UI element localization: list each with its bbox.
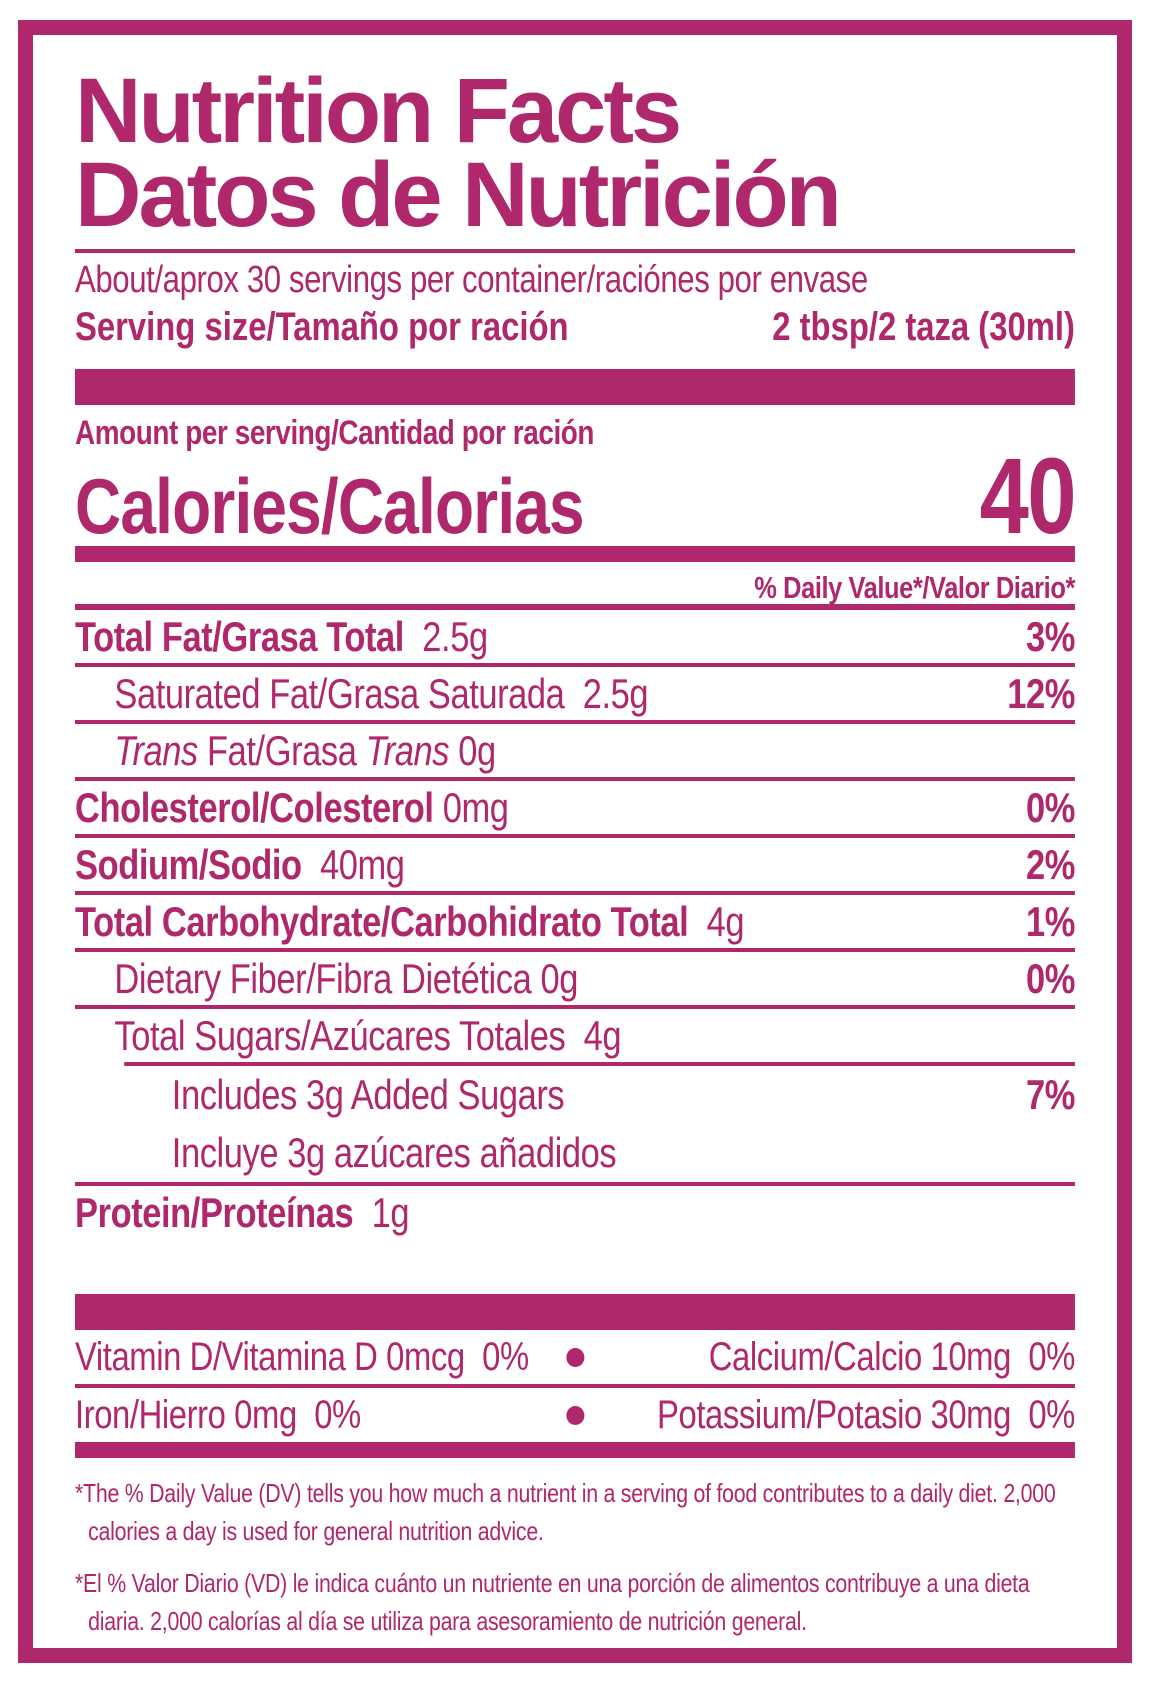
serving-size-value: 2 tbsp/2 taza (30ml) bbox=[772, 305, 1075, 349]
nutrient-row: Total Carbohydrate/Carbohidrato Total 4g… bbox=[75, 895, 1075, 948]
micronutrient-left: Iron/Hierro 0mg 0% bbox=[75, 1393, 361, 1437]
nutrient-name: Cholesterol/Colesterol 0mg bbox=[75, 781, 509, 834]
nutrient-name: Protein/Proteínas 1g bbox=[75, 1186, 410, 1239]
footnote-spanish: *El % Valor Diario (VD) le indica cuánto… bbox=[75, 1568, 1030, 1636]
row-divider bbox=[75, 604, 1075, 610]
calories-value: 40 bbox=[979, 435, 1077, 556]
daily-value-percent: 0% bbox=[1025, 955, 1075, 1002]
separator-bar-thick bbox=[75, 369, 1075, 405]
nutrient-row: Includes 3g Added Sugars Incluye 3g azúca… bbox=[75, 1066, 1076, 1182]
micronutrient-left: Vitamin D/Vitamina D 0mcg 0% bbox=[75, 1335, 529, 1379]
nutrient-text-segment: Trans bbox=[365, 727, 450, 774]
separator-bar-medium bbox=[75, 1442, 1075, 1458]
daily-value-percent: 3% bbox=[1025, 613, 1075, 660]
bullet-icon bbox=[546, 1347, 603, 1367]
nutrient-text-segment: 0mg bbox=[433, 784, 509, 831]
nutrient-text-segment: 1g bbox=[353, 1189, 410, 1236]
nutrient-text-segment: Fat/Grasa bbox=[197, 727, 366, 774]
micronutrient-row: Vitamin D/Vitamina D 0mcg 0% Calcium/Calc… bbox=[75, 1330, 1075, 1384]
bullet-dot bbox=[565, 1405, 584, 1425]
nutrient-row: Dietary Fiber/Fibra Dietética 0g 0% bbox=[75, 952, 1075, 1005]
title-english: Nutrition Facts bbox=[75, 60, 682, 162]
nutrient-name: Trans Fat/Grasa Trans 0g bbox=[75, 724, 496, 777]
row-divider bbox=[75, 948, 1075, 952]
nutrient-text-segment: 2.5g bbox=[403, 613, 488, 660]
micronutrient-right: Potassium/Potasio 30mg 0% bbox=[657, 1393, 1075, 1437]
row-divider bbox=[75, 777, 1075, 781]
servings-per-container: About/aprox 30 servings per container/ra… bbox=[75, 259, 868, 301]
title-spanish: Datos de Nutrición bbox=[75, 144, 842, 246]
nutrient-text-segment: Cholesterol/Colesterol bbox=[75, 784, 434, 831]
amount-per-serving-heading: Amount per serving/Cantidad por ración bbox=[75, 414, 595, 452]
label-body: About/aprox 30 servings per container/ra… bbox=[75, 257, 1077, 1640]
nutrition-label-frame: Nutrition Facts Datos de Nutrición About… bbox=[18, 20, 1132, 1663]
nutrient-text-segment: 0g bbox=[449, 727, 496, 774]
nutrient-row: Cholesterol/Colesterol 0mg 0% bbox=[75, 781, 1075, 834]
nutrient-text-segment: Sodium/Sodio bbox=[75, 841, 302, 888]
separator-bar-medium bbox=[75, 546, 1075, 562]
nutrient-row: Saturated Fat/Grasa Saturada 2.5g 12% bbox=[75, 667, 1075, 720]
nutrient-text-segment: Includes 3g Added Sugars bbox=[171, 1071, 565, 1118]
title-divider bbox=[75, 249, 1075, 253]
row-divider bbox=[75, 1384, 1075, 1388]
row-divider bbox=[75, 1182, 1075, 1186]
nutrient-row: Total Fat/Grasa Total 2.5g 3% bbox=[75, 610, 1075, 663]
serving-size-row: Serving size/Tamaño por ración 2 tbsp/2 … bbox=[75, 303, 1075, 351]
nutrient-name: Total Fat/Grasa Total 2.5g bbox=[75, 610, 488, 663]
nutrient-text-segment: Total Fat/Grasa Total bbox=[75, 613, 404, 660]
nutrient-text-segment: 4g bbox=[688, 898, 745, 945]
nutrient-name: Total Carbohydrate/Carbohidrato Total 4g bbox=[75, 895, 745, 948]
nutrient-text-segment: 40mg bbox=[301, 841, 405, 888]
nutrient-text-segment: Total Sugars/Azúcares Totales 4g bbox=[114, 1012, 622, 1059]
nutrient-text-segment: Dietary Fiber/Fibra Dietética 0g bbox=[114, 955, 579, 1002]
nutrient-row: Total Sugars/Azúcares Totales 4g bbox=[75, 1009, 1075, 1062]
row-divider bbox=[75, 663, 1075, 667]
micronutrient-table: Vitamin D/Vitamina D 0mcg 0% Calcium/Calc… bbox=[75, 1330, 1075, 1442]
label-content: Nutrition Facts Datos de Nutrición About… bbox=[33, 35, 1117, 1640]
nutrient-text-segment: Trans bbox=[114, 727, 198, 774]
daily-value-header: % Daily Value*/Valor Diario* bbox=[754, 570, 1075, 605]
nutrient-row: Trans Fat/Grasa Trans 0g bbox=[75, 724, 1075, 777]
nutrient-name: Saturated Fat/Grasa Saturada 2.5g bbox=[75, 667, 648, 720]
micronutrient-row: Iron/Hierro 0mg 0% Potassium/Potasio 30mg… bbox=[75, 1388, 1075, 1442]
row-divider bbox=[75, 1005, 1075, 1009]
row-divider bbox=[124, 1062, 1075, 1066]
footnote-english: *The % Daily Value (DV) tells you how mu… bbox=[75, 1478, 1056, 1546]
bullet-icon bbox=[546, 1405, 603, 1425]
footnotes: *The % Daily Value (DV) tells you how mu… bbox=[75, 1474, 1075, 1640]
daily-value-percent: 7% bbox=[1025, 1071, 1075, 1118]
nutrient-name: Includes 3g Added Sugars Incluye 3g azúca… bbox=[75, 1066, 617, 1182]
daily-value-percent: 1% bbox=[1025, 898, 1075, 945]
nutrient-name: Sodium/Sodio 40mg bbox=[75, 838, 405, 891]
calories-label: Calories/Calorias bbox=[75, 462, 585, 550]
nutrient-text-segment: Protein/Proteínas bbox=[75, 1189, 354, 1236]
nutrient-name: Total Sugars/Azúcares Totales 4g bbox=[75, 1009, 621, 1062]
nutrient-name: Dietary Fiber/Fibra Dietética 0g bbox=[75, 952, 578, 1005]
daily-value-percent: 0% bbox=[1025, 784, 1075, 831]
nutrient-row: Sodium/Sodio 40mg 2% bbox=[75, 838, 1075, 891]
nutrient-text-segment: Total Carbohydrate/Carbohidrato Total bbox=[75, 898, 689, 945]
row-divider bbox=[75, 834, 1075, 838]
daily-value-percent: 2% bbox=[1025, 841, 1075, 888]
row-divider bbox=[75, 720, 1075, 724]
micronutrient-right: Calcium/Calcio 10mg 0% bbox=[708, 1335, 1076, 1379]
serving-size-label: Serving size/Tamaño por ración bbox=[75, 305, 569, 349]
row-divider bbox=[75, 891, 1075, 895]
daily-value-percent: 12% bbox=[1007, 670, 1075, 717]
calories-row: Calories/Calorias 40 bbox=[75, 435, 1077, 556]
nutrient-text-segment: Saturated Fat/Grasa Saturada 2.5g bbox=[114, 670, 649, 717]
nutrient-row: Protein/Proteínas 1g bbox=[75, 1186, 1075, 1239]
bullet-dot bbox=[565, 1347, 584, 1367]
nutrient-text-segment: Incluye 3g azúcares añadidos bbox=[171, 1129, 617, 1176]
separator-bar-thick bbox=[75, 1294, 1075, 1330]
nutrient-table: Total Fat/Grasa Total 2.5g 3% Saturated Fa… bbox=[75, 604, 1075, 1239]
